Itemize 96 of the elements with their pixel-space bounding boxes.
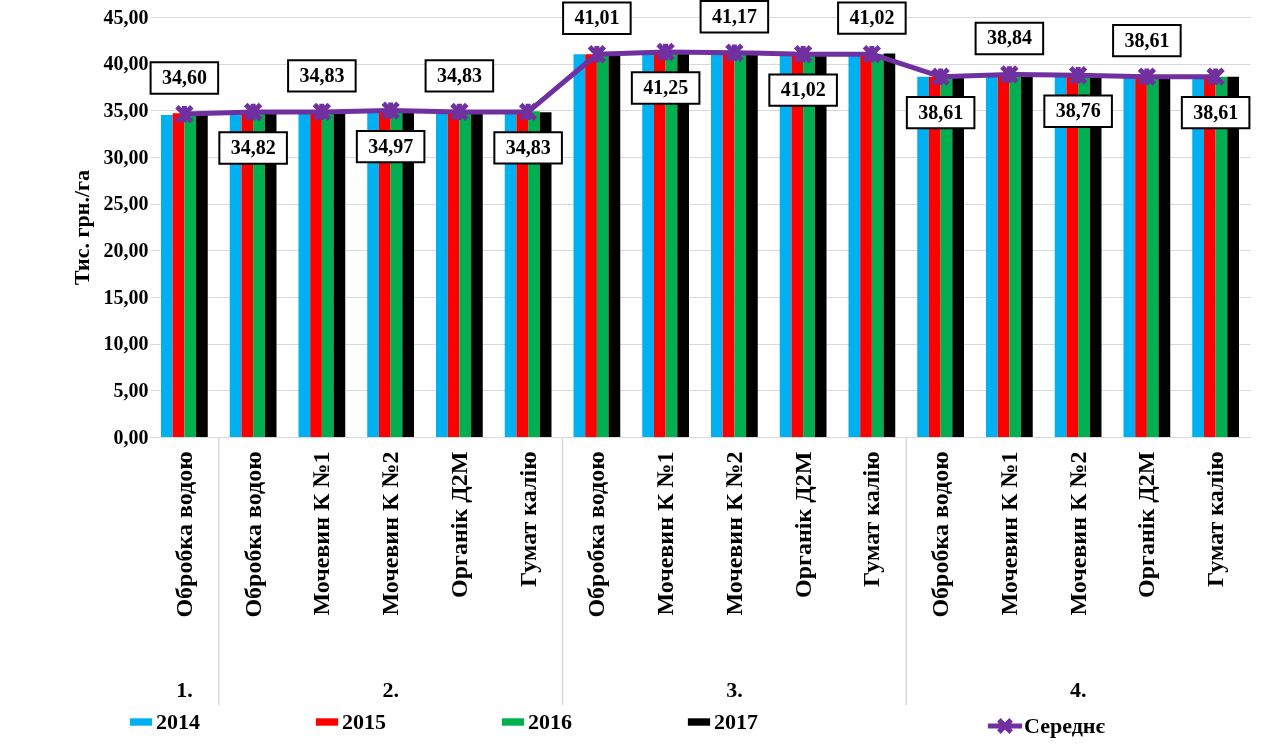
legend-label: 2017 bbox=[714, 709, 758, 734]
legend-label: Середнє bbox=[1024, 713, 1106, 738]
data-label: 41,02 bbox=[849, 6, 895, 29]
x-tick-label: Обробка водою bbox=[170, 451, 197, 618]
x-tick-label: Гумат калію bbox=[514, 451, 541, 588]
x-tick-label: Обробка водою bbox=[239, 451, 266, 618]
x-tick-label: Органік Д2М bbox=[1133, 451, 1160, 598]
data-label: 41,25 bbox=[643, 76, 689, 98]
y-tick-label: 35,00 bbox=[103, 98, 149, 121]
point bbox=[380, 99, 401, 122]
y-tick-label: 0,00 bbox=[113, 425, 149, 448]
bar bbox=[746, 53, 758, 437]
bar bbox=[447, 111, 460, 437]
x-tick-label: Мочевин К №2 bbox=[377, 451, 404, 616]
y-tick-label: 40,00 bbox=[103, 52, 149, 75]
data-label: 38,61 bbox=[1193, 100, 1239, 123]
point bbox=[586, 43, 607, 65]
bar bbox=[161, 115, 173, 437]
point bbox=[724, 42, 745, 64]
point bbox=[1205, 65, 1226, 88]
bar bbox=[573, 54, 586, 437]
bar bbox=[585, 54, 597, 437]
bar bbox=[860, 54, 872, 437]
point bbox=[518, 101, 539, 123]
x-tick-label: Обробка водою bbox=[583, 451, 610, 618]
bar bbox=[184, 114, 197, 437]
data-label: 34,82 bbox=[230, 136, 276, 159]
bar bbox=[1123, 76, 1136, 437]
legend-label: 2016 bbox=[528, 709, 572, 734]
point bbox=[174, 103, 195, 125]
data-label: 34,83 bbox=[436, 63, 482, 86]
x-tick-label: Обробка водою bbox=[927, 451, 954, 618]
bar bbox=[1146, 76, 1159, 437]
bar bbox=[711, 54, 723, 437]
bar bbox=[436, 113, 448, 437]
bar bbox=[1158, 76, 1171, 437]
bar bbox=[172, 113, 185, 437]
y-tick-label: 30,00 bbox=[103, 145, 149, 168]
point bbox=[1068, 64, 1089, 86]
text: 2. bbox=[382, 677, 399, 702]
bar bbox=[1021, 74, 1033, 437]
data-label: 38,61 bbox=[918, 100, 964, 123]
y-tick-label: 45,00 bbox=[103, 5, 149, 28]
data-label: 41,01 bbox=[574, 6, 620, 29]
point bbox=[655, 41, 676, 63]
bar bbox=[298, 113, 311, 437]
x-tick-label: Мочевин К №1 bbox=[652, 451, 679, 616]
x-tick-label: Гумат калію bbox=[858, 451, 885, 588]
data-label: 41,02 bbox=[780, 78, 826, 101]
data-label: 38,61 bbox=[1124, 28, 1170, 51]
bar bbox=[471, 112, 483, 437]
x-tick-label: Гумат калію bbox=[1202, 451, 1229, 588]
point bbox=[449, 101, 470, 123]
data-label: 41,17 bbox=[711, 4, 757, 27]
text: 4. bbox=[1069, 677, 1087, 702]
bar bbox=[333, 112, 346, 437]
point bbox=[793, 43, 814, 65]
bar bbox=[321, 111, 334, 437]
text: 3. bbox=[726, 677, 743, 702]
point bbox=[1136, 65, 1157, 88]
point bbox=[243, 101, 264, 123]
text: 1. bbox=[176, 677, 193, 702]
point bbox=[311, 101, 332, 123]
y-tick-label: 10,00 bbox=[103, 332, 149, 355]
bar bbox=[848, 54, 861, 437]
y-tick-label: 20,00 bbox=[103, 238, 149, 261]
bar bbox=[459, 111, 472, 437]
bar bbox=[1135, 76, 1147, 437]
bar bbox=[196, 114, 208, 437]
x-tick-label: Мочевин К №1 bbox=[995, 451, 1022, 616]
data-label: 38,76 bbox=[1055, 99, 1101, 122]
x-tick-label: Мочевин К №1 bbox=[308, 451, 335, 616]
bar bbox=[986, 74, 998, 437]
legend-label: 2015 bbox=[342, 709, 386, 734]
bar bbox=[596, 54, 609, 437]
x-tick-label: Органік Д2М bbox=[445, 451, 472, 598]
point bbox=[861, 43, 882, 65]
bar bbox=[883, 53, 896, 437]
x-tick-label: Мочевин К №2 bbox=[1064, 451, 1091, 616]
data-label: 34,83 bbox=[505, 135, 551, 158]
y-tick-label: 15,00 bbox=[103, 285, 149, 308]
y-tick-label: 25,00 bbox=[103, 192, 149, 215]
y-tick-label: 5,00 bbox=[113, 378, 149, 401]
bar bbox=[608, 54, 621, 437]
bar bbox=[871, 54, 884, 437]
point bbox=[930, 65, 951, 88]
point bbox=[999, 63, 1020, 86]
x-tick-label: Мочевин К №2 bbox=[720, 451, 747, 616]
x-tick-label: Органік Д2М bbox=[789, 451, 816, 598]
y-axis-title: Тис. грн./га bbox=[68, 169, 94, 286]
bar bbox=[310, 111, 322, 437]
legend-label: 2014 bbox=[156, 709, 200, 734]
data-label: 34,97 bbox=[368, 134, 414, 157]
data-label: 38,84 bbox=[986, 26, 1032, 49]
data-label: 34,60 bbox=[161, 66, 207, 89]
data-label: 34,83 bbox=[299, 63, 345, 86]
